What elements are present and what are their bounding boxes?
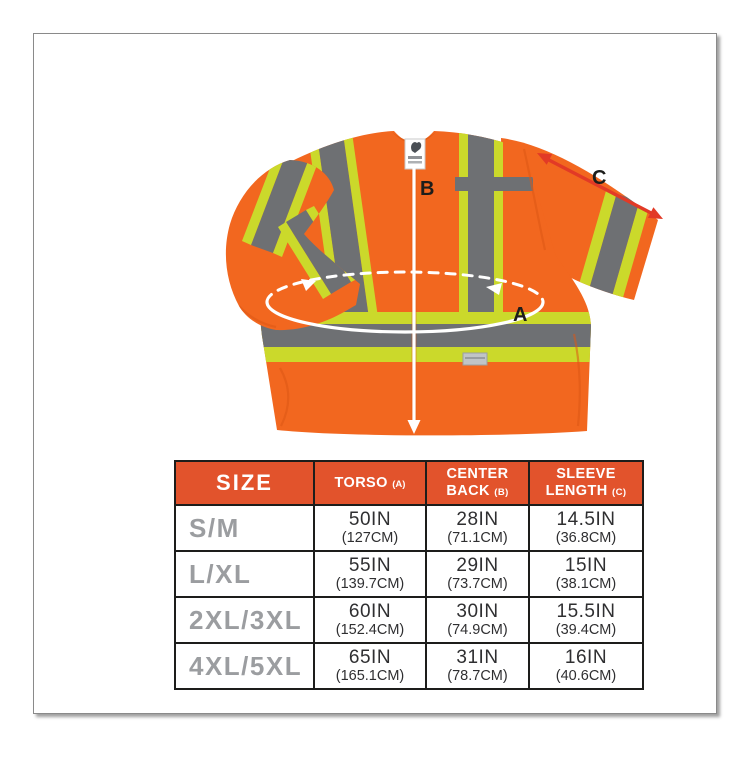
measurement-a-ellipse — [265, 270, 545, 334]
size-row-4xl5xl: 4XL/5XL 65IN (165.1CM) 31IN (78.7CM) 16I… — [174, 642, 644, 690]
column-header-torso: TORSO (A) — [313, 460, 427, 506]
a-arrowhead-right — [486, 283, 502, 295]
center-back-cell: 30IN (74.9CM) — [425, 596, 530, 644]
a-arrowhead-left — [301, 279, 316, 291]
c-arrowhead-upper — [537, 153, 553, 165]
column-header-center-back: CENTER BACK (B) — [425, 460, 530, 506]
product-image-card: A B C SIZE TORSO (A) CENTER BACK (B) SLE… — [33, 33, 717, 714]
header-torso-label: TORSO — [334, 474, 388, 491]
size-row-2xl3xl: 2XL/3XL 60IN (152.4CM) 30IN (74.9CM) 15.… — [174, 596, 644, 644]
value-cm: (165.1CM) — [335, 668, 405, 685]
value-in: 65IN — [348, 646, 392, 668]
size-chart: SIZE TORSO (A) CENTER BACK (B) SLEEVE LE… — [174, 460, 644, 690]
hem-tag — [462, 352, 488, 366]
center-back-cell: 29IN (73.7CM) — [425, 550, 530, 598]
column-header-size: SIZE — [174, 460, 315, 506]
c-arrowhead-lower — [647, 207, 663, 219]
label-b: B — [420, 178, 434, 200]
measurement-b-line — [407, 166, 421, 434]
brand-logo-mark — [411, 142, 422, 153]
label-a: A — [513, 304, 527, 326]
right-sleeve-reflective-band — [576, 190, 650, 300]
value-cm: (73.7CM) — [447, 576, 508, 593]
value-in: 31IN — [456, 646, 499, 668]
header-center-back-line2: BACK — [446, 483, 490, 499]
size-label: 4XL/5XL — [174, 642, 315, 690]
value-in: 14.5IN — [556, 508, 616, 530]
size-label: 2XL/3XL — [174, 596, 315, 644]
value-in: 29IN — [456, 554, 499, 576]
value-cm: (74.9CM) — [447, 622, 508, 639]
header-sleeve-ref: (C) — [612, 487, 627, 498]
torso-cell: 55IN (139.7CM) — [313, 550, 427, 598]
value-in: 15IN — [564, 554, 608, 576]
value-cm: (39.4CM) — [555, 622, 617, 639]
header-row: SIZE TORSO (A) CENTER BACK (B) SLEEVE LE… — [174, 460, 644, 506]
sleeve-cell: 15IN (38.1CM) — [528, 550, 644, 598]
center-back-cell: 31IN (78.7CM) — [425, 642, 530, 690]
value-in: 55IN — [348, 554, 392, 576]
value-cm: (36.8CM) — [555, 530, 617, 547]
value-in: 30IN — [456, 600, 499, 622]
value-cm: (38.1CM) — [555, 576, 617, 593]
torso-cell: 65IN (165.1CM) — [313, 642, 427, 690]
size-label: S/M — [174, 504, 315, 552]
value-cm: (152.4CM) — [335, 622, 405, 639]
column-header-sleeve-length: SLEEVE LENGTH (C) — [528, 460, 644, 506]
size-label: L/XL — [174, 550, 315, 598]
value-cm: (40.6CM) — [555, 668, 617, 685]
header-center-back-ref: (B) — [494, 487, 509, 498]
label-c: C — [592, 167, 606, 189]
header-center-back-line1: CENTER — [446, 465, 509, 482]
size-row-sm: S/M 50IN (127CM) 28IN (71.1CM) 14.5IN (3… — [174, 504, 644, 552]
value-in: 60IN — [348, 600, 392, 622]
value-in: 28IN — [456, 508, 499, 530]
value-cm: (139.7CM) — [335, 576, 405, 593]
torso-cell: 50IN (127CM) — [313, 504, 427, 552]
value-cm: (71.1CM) — [447, 530, 508, 547]
header-sleeve-line1: SLEEVE — [556, 465, 616, 482]
collar-tag — [404, 138, 426, 170]
b-arrowhead-down — [407, 420, 421, 434]
header-size-label: SIZE — [216, 470, 273, 495]
torso-cell: 60IN (152.4CM) — [313, 596, 427, 644]
sleeve-cell: 14.5IN (36.8CM) — [528, 504, 644, 552]
center-back-cell: 28IN (71.1CM) — [425, 504, 530, 552]
sleeve-cell: 15.5IN (39.4CM) — [528, 596, 644, 644]
vest-measurement-diagram: A B C — [225, 131, 663, 436]
value-in: 15.5IN — [556, 600, 616, 622]
sleeve-cell: 16IN (40.6CM) — [528, 642, 644, 690]
chest-horizontal-reflector — [455, 177, 533, 191]
header-sleeve-line2: LENGTH — [545, 483, 608, 499]
value-cm: (78.7CM) — [447, 668, 508, 685]
size-row-lxl: L/XL 55IN (139.7CM) 29IN (73.7CM) 15IN (… — [174, 550, 644, 598]
value-cm: (127CM) — [341, 530, 399, 547]
header-torso-ref: (A) — [392, 478, 406, 490]
value-in: 16IN — [564, 646, 608, 668]
value-in: 50IN — [348, 508, 392, 530]
measurement-c-arrow — [537, 153, 663, 219]
